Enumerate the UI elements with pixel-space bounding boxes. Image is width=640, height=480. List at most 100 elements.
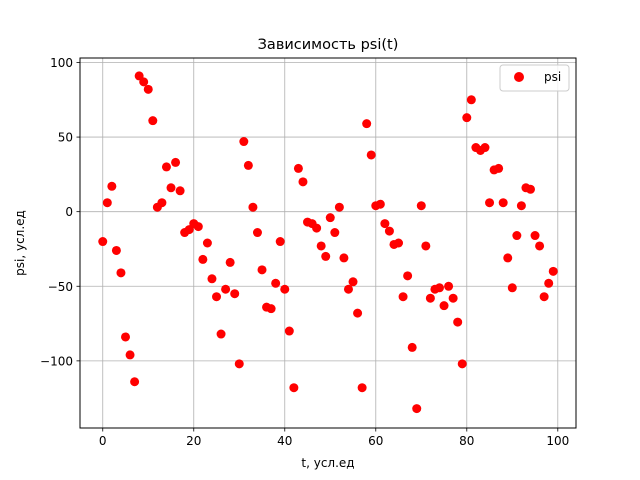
data-point	[275, 237, 285, 247]
data-point	[234, 359, 244, 369]
data-point	[161, 162, 171, 172]
data-point	[325, 213, 335, 223]
y-axis-title: psi, усл.ед	[13, 210, 27, 276]
data-point	[166, 183, 176, 193]
data-point	[466, 95, 476, 105]
y-tick-label: 0	[65, 205, 73, 219]
data-point	[230, 289, 240, 299]
data-point	[321, 251, 331, 261]
y-tick-label: 50	[58, 131, 73, 145]
data-point	[535, 241, 545, 251]
data-point	[494, 163, 504, 173]
data-point	[157, 198, 167, 208]
data-point	[480, 143, 490, 153]
data-point	[457, 359, 467, 369]
data-point	[394, 238, 404, 248]
data-point	[448, 293, 458, 303]
legend-label-psi: psi	[544, 70, 561, 84]
y-tick-label: −50	[48, 280, 73, 294]
data-point	[280, 284, 290, 294]
data-point	[357, 383, 367, 393]
data-point	[398, 292, 408, 302]
data-point	[507, 283, 517, 293]
data-point	[312, 223, 322, 233]
data-point	[202, 238, 212, 248]
data-point	[343, 284, 353, 294]
chart-title: Зависимость psi(t)	[258, 37, 399, 53]
data-point	[121, 332, 131, 342]
data-point	[544, 278, 554, 288]
data-point	[384, 226, 394, 236]
y-tick-label: −100	[40, 354, 73, 368]
legend-marker	[514, 72, 524, 82]
data-point	[380, 219, 390, 229]
data-point	[239, 137, 249, 147]
data-point	[330, 228, 340, 238]
data-point	[298, 177, 308, 187]
data-point	[412, 404, 422, 414]
data-point	[130, 377, 140, 387]
data-point	[98, 237, 108, 247]
data-point	[366, 150, 376, 160]
data-point	[102, 198, 112, 208]
data-point	[266, 304, 276, 314]
data-point	[530, 231, 540, 241]
x-tick-label: 0	[99, 434, 107, 448]
data-point	[148, 116, 158, 126]
data-point	[498, 198, 508, 208]
data-point	[111, 245, 121, 255]
data-point	[139, 77, 149, 87]
data-point	[434, 283, 444, 293]
data-point	[252, 228, 262, 238]
data-point	[221, 284, 231, 294]
data-point	[403, 271, 413, 281]
data-point	[375, 199, 385, 209]
data-point	[453, 317, 463, 327]
x-tick-label: 100	[546, 434, 569, 448]
y-tick-label: 100	[50, 56, 73, 70]
data-point	[216, 329, 226, 339]
x-tick-label: 80	[459, 434, 474, 448]
data-point	[462, 113, 472, 123]
data-point	[225, 257, 235, 267]
data-point	[284, 326, 294, 336]
data-point	[516, 201, 526, 211]
data-point	[107, 181, 117, 191]
data-point	[207, 274, 217, 284]
grid	[80, 58, 576, 428]
data-point	[175, 186, 185, 196]
data-point	[512, 231, 522, 241]
data-point	[193, 222, 203, 232]
data-point	[171, 157, 181, 167]
data-point	[334, 202, 344, 212]
data-point	[293, 163, 303, 173]
data-point	[248, 202, 258, 212]
x-tick-label: 40	[277, 434, 292, 448]
data-point	[212, 292, 222, 302]
data-point	[353, 308, 363, 318]
data-point	[539, 292, 549, 302]
data-point	[421, 241, 431, 251]
data-point	[485, 198, 495, 208]
data-point	[316, 241, 326, 251]
x-axis-title: t, усл.ед	[301, 456, 354, 470]
data-point	[407, 342, 417, 352]
data-point	[198, 254, 208, 264]
plot-frame	[79, 57, 577, 429]
data-point	[444, 281, 454, 291]
data-point	[548, 266, 558, 276]
data-points	[98, 71, 558, 414]
data-point	[416, 201, 426, 211]
data-point	[339, 253, 349, 263]
data-point	[243, 160, 253, 170]
data-point	[425, 293, 435, 303]
data-point	[439, 301, 449, 311]
legend-box	[499, 64, 570, 92]
data-point	[257, 265, 267, 275]
data-point	[525, 184, 535, 194]
axis-ticks: 0 20 40 60 80 100 100 50 0 −50 −100	[40, 56, 569, 448]
x-tick-label: 60	[368, 434, 383, 448]
data-point	[143, 84, 153, 94]
data-point	[348, 277, 358, 287]
